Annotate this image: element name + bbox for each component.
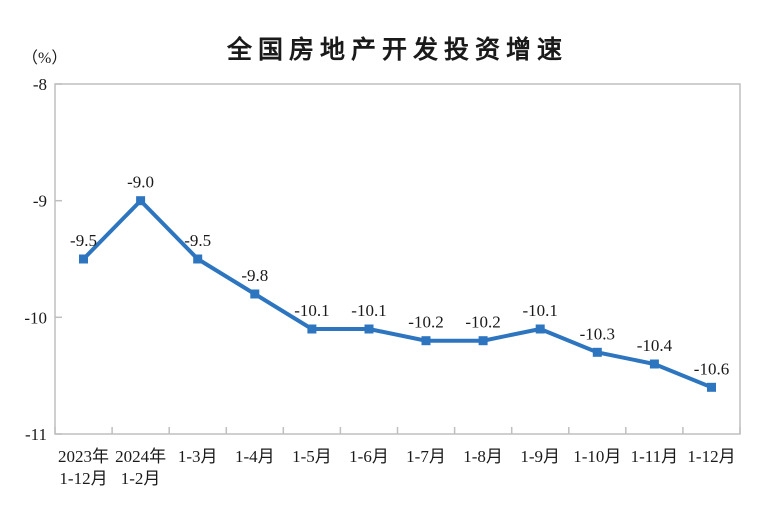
data-label: -9.0 <box>127 173 154 192</box>
x-tick-label: 1-6月 <box>349 447 389 466</box>
series-line <box>82 197 713 390</box>
data-label: -10.1 <box>522 301 557 320</box>
x-tick-label: 1-3月 <box>178 447 218 466</box>
y-tick-label: -9 <box>33 192 47 211</box>
plot-border <box>54 83 741 435</box>
y-axis-unit-label: （%） <box>22 50 68 67</box>
data-label: -10.1 <box>294 301 329 320</box>
y-tick-label: -8 <box>33 75 47 94</box>
x-tick-label: 1-12月 <box>687 447 735 466</box>
data-point-marker <box>649 359 659 369</box>
x-tick-label: 1-9月 <box>520 447 560 466</box>
data-point-marker <box>478 336 488 346</box>
data-point-marker <box>592 347 602 357</box>
data-point-marker <box>364 324 374 334</box>
data-point-marker <box>136 196 146 206</box>
x-tick-label: 1-5月 <box>292 447 332 466</box>
data-point-marker <box>421 336 431 346</box>
data-label: -9.8 <box>241 266 268 285</box>
x-tick-label: 2023年 <box>58 447 109 466</box>
y-tick-label: -11 <box>25 425 47 444</box>
data-point-marker <box>250 289 260 299</box>
x-tick-label: 1-2月 <box>121 469 161 488</box>
data-point-marker <box>535 324 545 334</box>
x-tick-label: 2024年 <box>115 447 166 466</box>
x-tick-label: 1-8月 <box>463 447 503 466</box>
x-tick-label: 1-11月 <box>631 447 679 466</box>
x-tick-label: 1-7月 <box>406 447 446 466</box>
y-tick-label: -10 <box>24 308 47 327</box>
data-label: -9.5 <box>184 231 211 250</box>
x-tick-label: 1-4月 <box>235 447 275 466</box>
data-label: -10.2 <box>465 313 500 332</box>
data-label: -10.1 <box>351 301 386 320</box>
chart-title: 全国房地产开发投资增速 <box>226 36 568 64</box>
data-label: -10.4 <box>637 336 673 355</box>
data-point-marker <box>707 382 716 392</box>
data-point-marker <box>193 254 203 264</box>
data-label: -10.3 <box>580 324 615 343</box>
data-label: -10.6 <box>694 359 729 378</box>
x-tick-label: 1-12月 <box>59 469 107 488</box>
data-label: -9.5 <box>70 231 97 250</box>
data-label: -10.2 <box>408 313 443 332</box>
data-point-marker <box>79 254 88 264</box>
x-tick-label: 1-10月 <box>573 447 621 466</box>
data-point-marker <box>307 324 317 334</box>
